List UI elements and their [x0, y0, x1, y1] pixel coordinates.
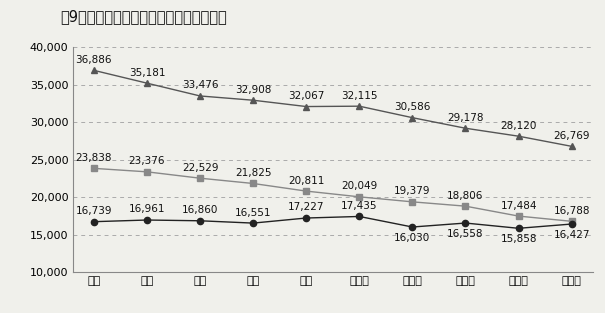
- Text: 32,115: 32,115: [341, 91, 378, 100]
- Text: 20,049: 20,049: [341, 181, 378, 191]
- Text: 17,435: 17,435: [341, 201, 378, 211]
- Text: 23,838: 23,838: [76, 153, 112, 163]
- Text: 36,886: 36,886: [76, 55, 112, 65]
- Text: 15,858: 15,858: [500, 234, 537, 244]
- Text: 23,376: 23,376: [129, 156, 165, 166]
- Text: 32,067: 32,067: [288, 91, 324, 101]
- Text: 32,908: 32,908: [235, 85, 271, 95]
- Text: 16,427: 16,427: [554, 230, 590, 239]
- Text: 17,227: 17,227: [288, 203, 324, 213]
- Text: 16,961: 16,961: [129, 204, 165, 214]
- Text: 29,178: 29,178: [447, 113, 484, 123]
- Text: 16,558: 16,558: [447, 228, 484, 239]
- Text: 図9　産業類型別の年次別従業者数（人）: 図9 産業類型別の年次別従業者数（人）: [60, 9, 227, 24]
- Text: 35,181: 35,181: [129, 68, 165, 78]
- Text: 18,806: 18,806: [447, 191, 483, 201]
- Text: 28,120: 28,120: [500, 121, 537, 131]
- Text: 20,811: 20,811: [288, 176, 324, 186]
- Text: 16,739: 16,739: [76, 206, 112, 216]
- Text: 17,484: 17,484: [500, 201, 537, 211]
- Text: 22,529: 22,529: [182, 163, 218, 173]
- Text: 21,825: 21,825: [235, 168, 272, 178]
- Text: 16,551: 16,551: [235, 208, 272, 218]
- Text: 16,788: 16,788: [554, 206, 590, 216]
- Text: 16,860: 16,860: [182, 205, 218, 215]
- Text: 16,030: 16,030: [394, 233, 431, 243]
- Text: 30,586: 30,586: [394, 102, 431, 112]
- Text: 33,476: 33,476: [182, 80, 218, 90]
- Text: 19,379: 19,379: [394, 186, 431, 196]
- Text: 26,769: 26,769: [554, 131, 590, 141]
